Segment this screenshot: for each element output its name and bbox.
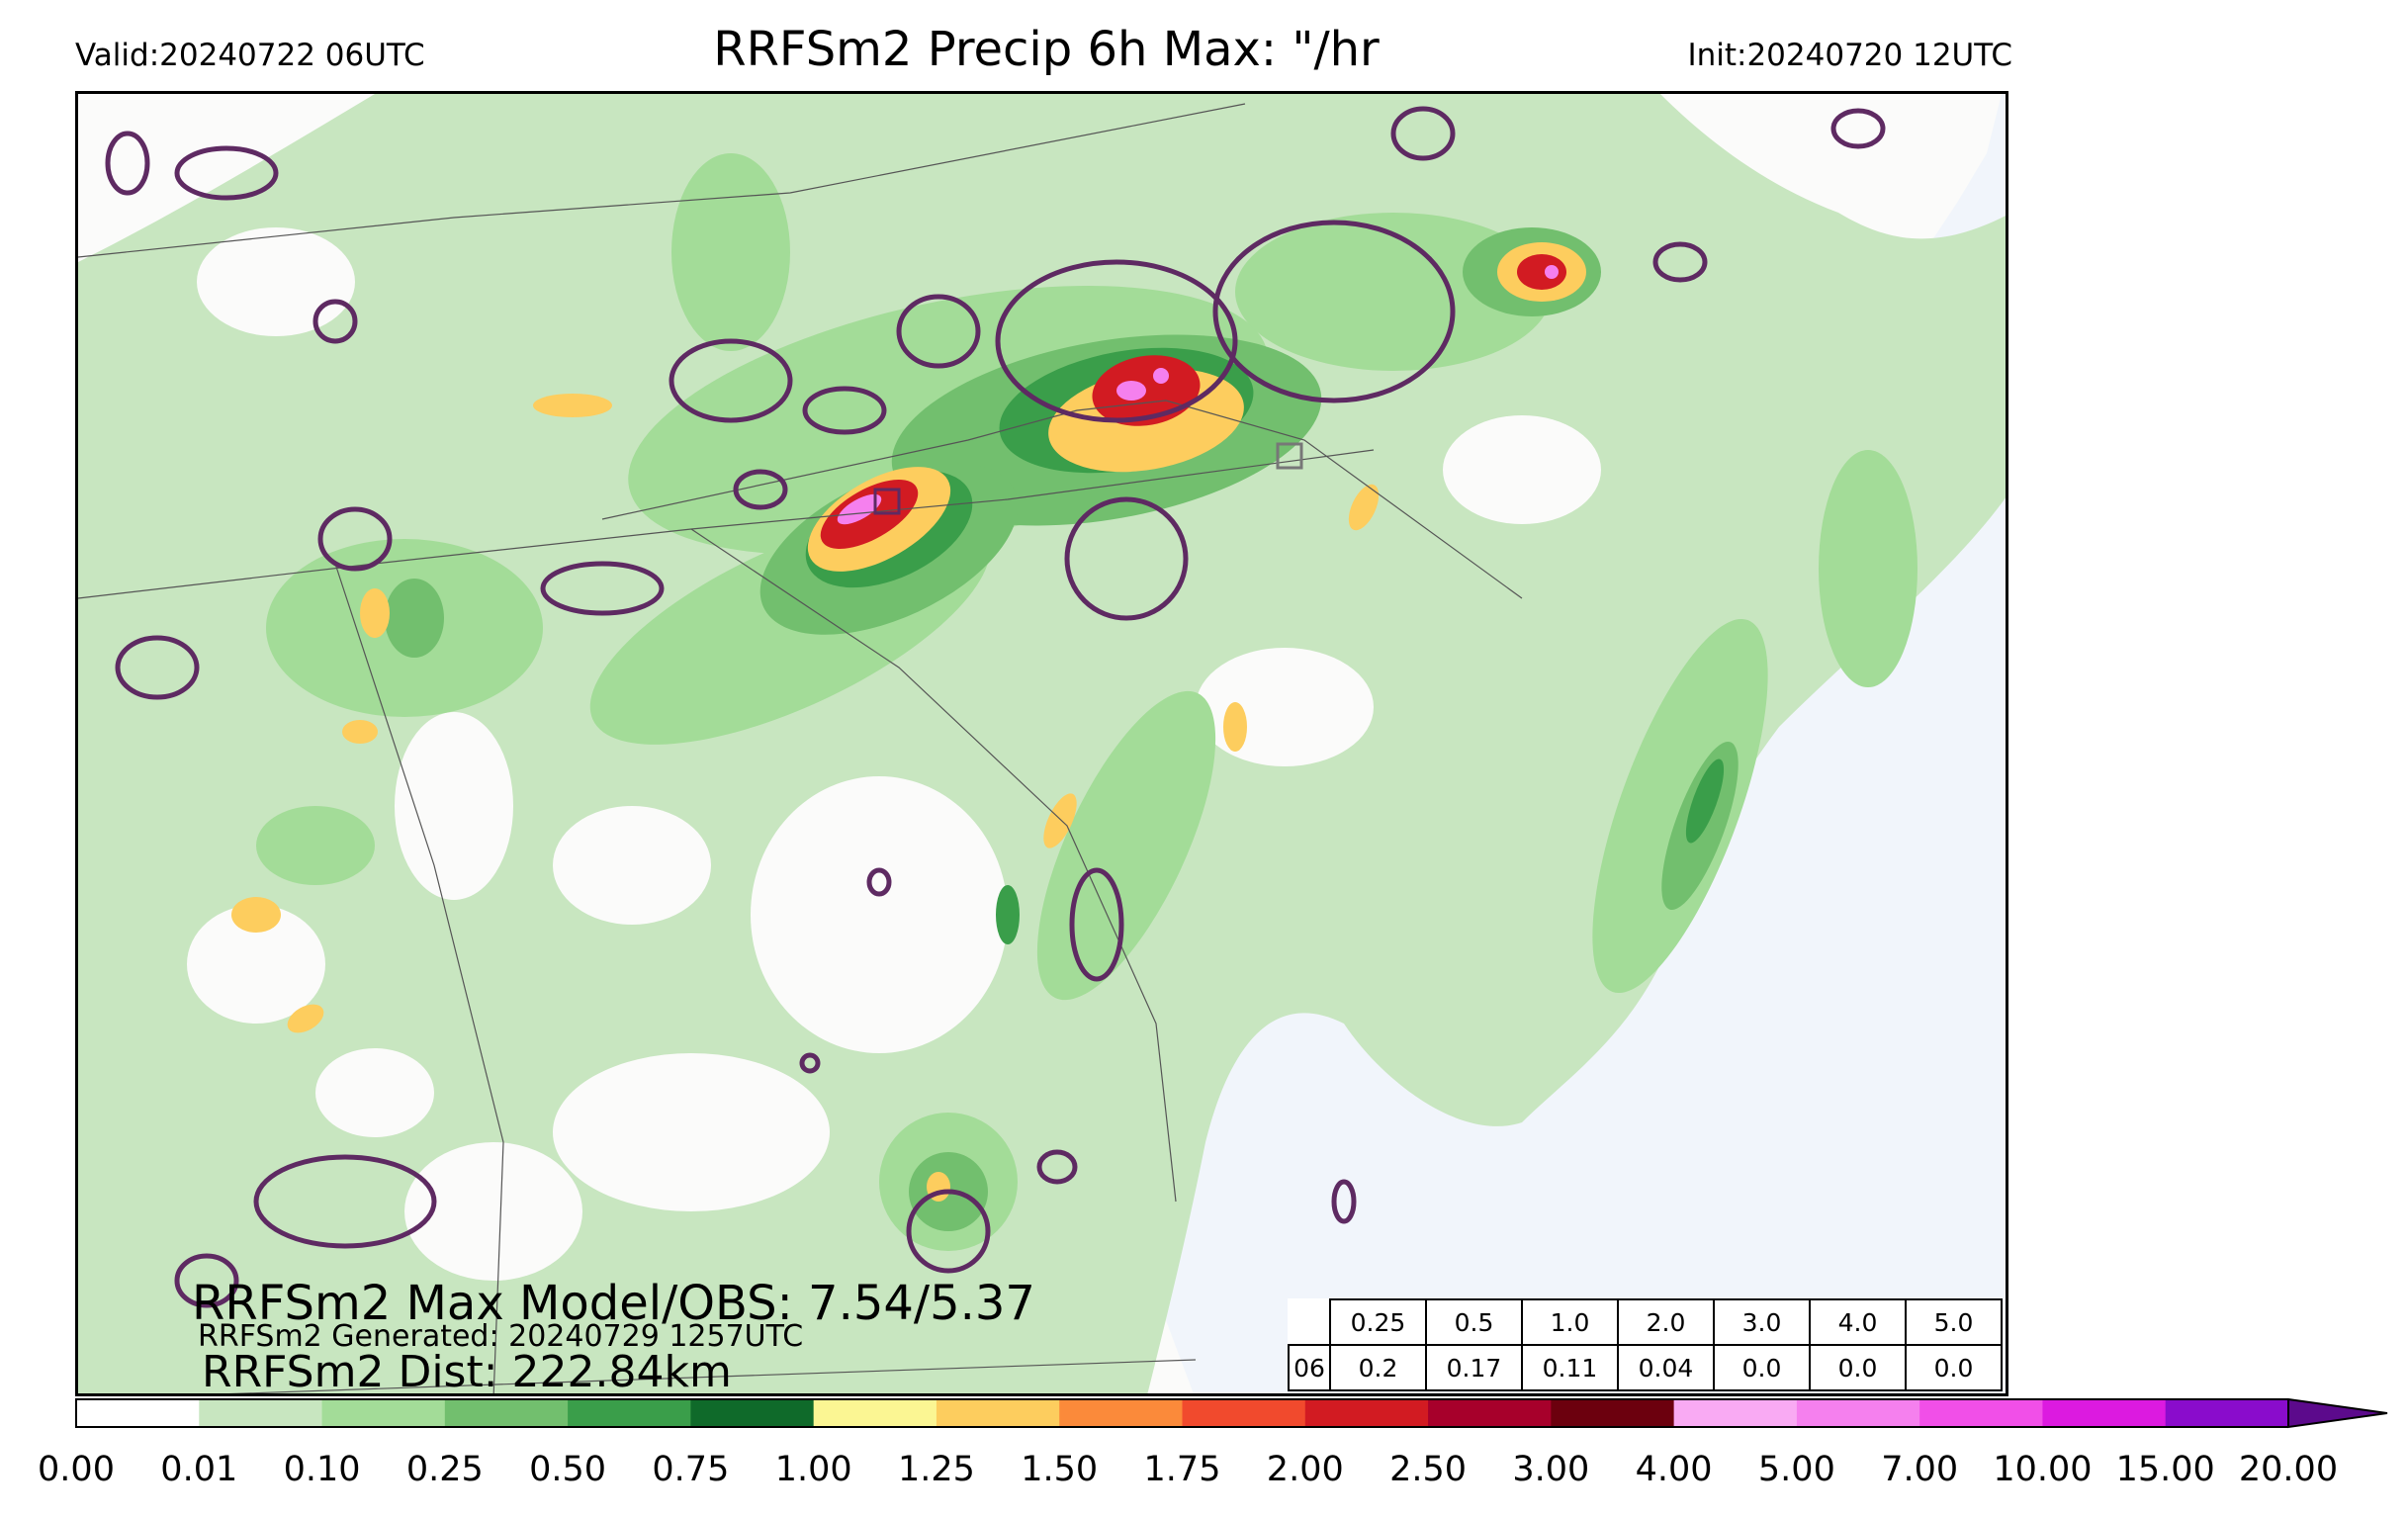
colorbar-segment: [321, 1399, 446, 1427]
colorbar-tick-label: 0.00: [38, 1450, 115, 1489]
valid-time-label: Valid:20240722 06UTC: [75, 38, 425, 73]
obs-contours: [105, 106, 1886, 1308]
threshold-value: 0.0: [1713, 1344, 1811, 1391]
colorbar-tick-label: 0.50: [529, 1450, 607, 1489]
colorbar-tick-label: 10.00: [1993, 1450, 2093, 1489]
threshold-header: 2.0: [1617, 1298, 1715, 1346]
colorbar-tick-label: 1.25: [897, 1450, 975, 1489]
threshold-table: 0.25 0.5 1.0 2.0 3.0 4.0 5.0 06 0.2 0.17…: [1288, 1298, 2003, 1391]
colorbar-tick-label: 20.00: [2238, 1450, 2339, 1489]
colorbar-tick-label: 2.50: [1389, 1450, 1468, 1489]
threshold-header: 5.0: [1905, 1298, 2003, 1346]
colorbar-segment: [1796, 1399, 1920, 1427]
colorbar-segment: [568, 1399, 691, 1427]
colorbar-segment: [690, 1399, 815, 1427]
colorbar-segment: [1428, 1399, 1552, 1427]
init-time-label: Init:20240720 12UTC: [1687, 38, 2012, 73]
colorbar-tick-label: 15.00: [2115, 1450, 2215, 1489]
distance-label: RRFSm2 Dist: 222.84km: [202, 1347, 732, 1397]
colorbar-segment: [2042, 1399, 2167, 1427]
colorbar-tick-label: 5.00: [1757, 1450, 1835, 1489]
map-canvas: [78, 94, 2006, 1393]
colorbar-tick-label: 0.10: [283, 1450, 361, 1489]
colorbar-tick-label: 1.75: [1143, 1450, 1221, 1489]
max-model-obs-label: RRFSm2 Max Model/OBS: 7.54/5.37: [192, 1276, 1035, 1331]
colorbar-segment: [2165, 1399, 2289, 1427]
colorbar-segment: [1059, 1399, 1183, 1427]
colorbar-segment: [936, 1399, 1060, 1427]
precip-extreme: [837, 265, 1559, 525]
colorbar-segment: [444, 1399, 569, 1427]
colorbar-tick-label: 4.00: [1635, 1450, 1713, 1489]
threshold-header: 0.5: [1425, 1298, 1523, 1346]
generated-label: RRFSm2 Generated: 20240729 1257UTC: [198, 1319, 804, 1354]
state-borders: [78, 103, 1523, 1393]
colorbar-segment: [1919, 1399, 2043, 1427]
threshold-value: 0.0: [1809, 1344, 1907, 1391]
colorbar-segment: [813, 1399, 937, 1427]
colorbar-segment: [76, 1399, 200, 1427]
colorbar-tick-label: 0.01: [160, 1450, 238, 1489]
plot-title: RRFSm2 Precip 6h Max: "/hr: [713, 22, 1380, 77]
colorbar-tick-label: 7.00: [1881, 1450, 1959, 1489]
colorbar-segment: [1551, 1399, 1675, 1427]
threshold-header-row: 0.25 0.5 1.0 2.0 3.0 4.0 5.0: [1289, 1298, 2003, 1346]
colorbar-tick-label: 2.00: [1266, 1450, 1344, 1489]
threshold-value: 0.04: [1617, 1344, 1715, 1391]
colorbar-tick-label: 0.25: [405, 1450, 484, 1489]
threshold-value: 0.11: [1521, 1344, 1619, 1391]
colorbar-segment: [1182, 1399, 1306, 1427]
threshold-value: 0.17: [1425, 1344, 1523, 1391]
threshold-value-row: 06 0.2 0.17 0.11 0.04 0.0 0.0 0.0: [1288, 1344, 2003, 1391]
colorbar-segment: [1304, 1399, 1429, 1427]
threshold-header: 1.0: [1521, 1298, 1619, 1346]
colorbar-tick-label: 0.75: [652, 1450, 730, 1489]
colorbar-tick-label: 3.00: [1512, 1450, 1590, 1489]
threshold-header: 3.0: [1713, 1298, 1811, 1346]
threshold-header: 0.25: [1329, 1298, 1427, 1346]
threshold-value: 0.0: [1905, 1344, 2003, 1391]
precip-map[interactable]: [75, 91, 2008, 1396]
threshold-header: 4.0: [1809, 1298, 1907, 1346]
colorbar-segment: [199, 1399, 323, 1427]
hour-cell: 06: [1288, 1344, 1331, 1391]
colorbar-extend-arrow: [2287, 1398, 2388, 1429]
colorbar-outline: [75, 1398, 2288, 1428]
colorbar-segment: [1673, 1399, 1798, 1427]
colorbar-tick-label: 1.00: [774, 1450, 852, 1489]
colorbar: [75, 1398, 2388, 1429]
station-markers: [873, 442, 1303, 515]
colorbar-tick-label: 1.50: [1021, 1450, 1099, 1489]
threshold-value: 0.2: [1329, 1344, 1427, 1391]
